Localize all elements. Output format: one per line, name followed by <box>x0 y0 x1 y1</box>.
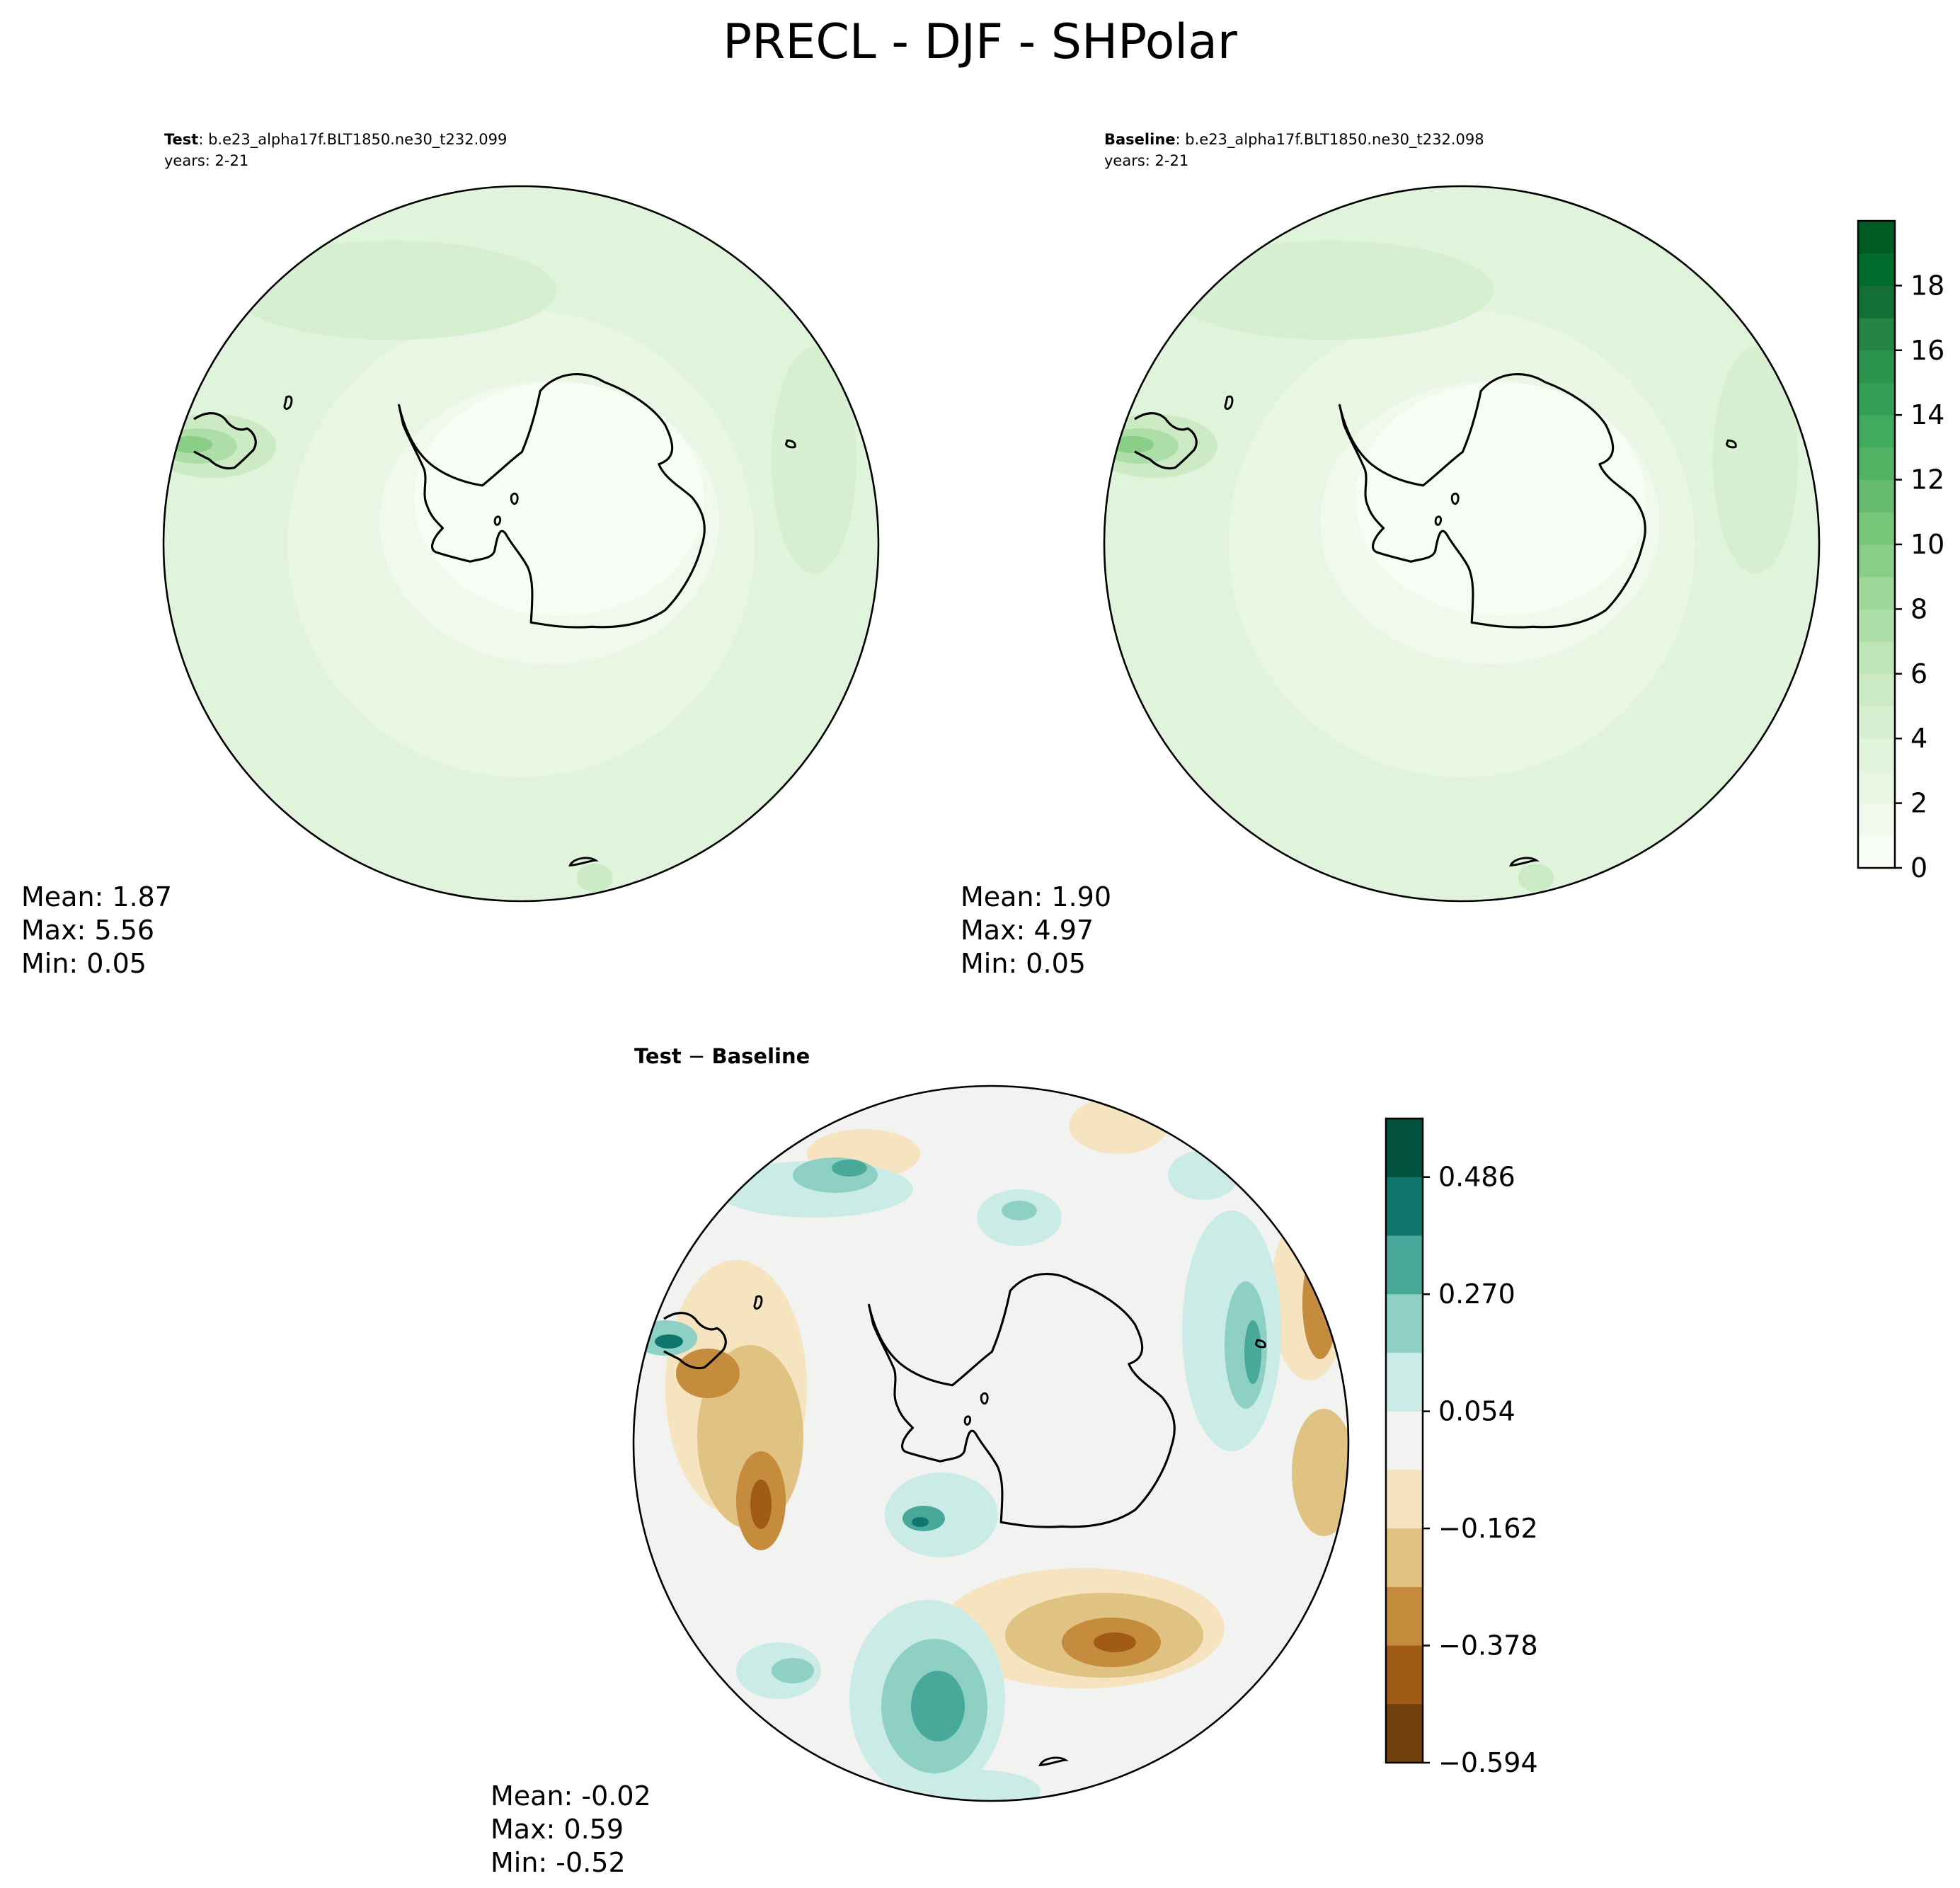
colorbar-abs-tick-label: 6 <box>1910 658 1927 690</box>
diff-min: Min: -0.52 <box>491 1847 626 1878</box>
colorbar-diff-level <box>1386 1294 1423 1354</box>
colorbar-diff-tick-label: −0.594 <box>1438 1747 1538 1778</box>
baseline-title: Baseline: b.e23_alpha17f.BLT1850.ne30_t2… <box>1104 131 1484 149</box>
colorbar-abs-tick-label: 18 <box>1910 270 1944 301</box>
colorbar-diff-level <box>1386 1704 1423 1763</box>
baseline-title-rest: : b.e23_alpha17f.BLT1850.ne30_t232.098 <box>1176 131 1484 149</box>
figure-title: PRECL - DJF - SHPolar <box>723 14 1237 70</box>
baseline-years: years: 2-21 <box>1104 152 1188 169</box>
colorbar-diff-level <box>1386 1352 1423 1412</box>
colorbar-diff-level <box>1386 1119 1423 1178</box>
colorbar-abs-level <box>1858 738 1895 772</box>
colorbar-abs-level <box>1858 253 1895 286</box>
colorbar-abs-level <box>1858 706 1895 739</box>
colorbar-abs-level <box>1858 479 1895 513</box>
baseline-max: Max: 4.97 <box>961 915 1094 946</box>
colorbar-abs-level <box>1858 835 1895 869</box>
colorbar-abs-tick-label: 2 <box>1910 788 1927 819</box>
colorbar-diff-level <box>1386 1470 1423 1529</box>
baseline-title-bold: Baseline <box>1104 131 1176 148</box>
colorbar-diff-level <box>1386 1586 1423 1647</box>
test-max: Max: 5.56 <box>21 915 154 946</box>
diff-mean: Mean: -0.02 <box>491 1780 651 1812</box>
colorbar-abs-level <box>1858 803 1895 836</box>
colorbar-abs-tick-label: 16 <box>1910 335 1944 366</box>
colorbar-abs-level <box>1858 285 1895 319</box>
colorbar-diff-tick-label: 0.270 <box>1438 1278 1515 1310</box>
colorbar-abs-tick-label: 4 <box>1910 723 1927 754</box>
colorbar-abs-level <box>1858 512 1895 545</box>
colorbar-diff-tick-label: 0.486 <box>1438 1162 1515 1193</box>
colorbar-abs-level <box>1858 350 1895 383</box>
colorbar-diff-level <box>1386 1528 1423 1588</box>
colorbar-diff-tick-label: 0.054 <box>1438 1396 1515 1427</box>
baseline-stats: Mean: 1.90 Max: 4.97 Min: 0.05 <box>961 881 1111 979</box>
colorbar-abs-tick-label: 10 <box>1910 529 1944 560</box>
colorbar-diff-level <box>1386 1645 1423 1705</box>
colorbar-abs-tick-label: 8 <box>1910 593 1927 624</box>
test-title: Test: b.e23_alpha17f.BLT1850.ne30_t232.0… <box>164 131 507 149</box>
diff-title-sep: − <box>682 1044 712 1068</box>
colorbar-diff-level <box>1386 1235 1423 1295</box>
colorbar-difference: 0.486 0.270 0.054 −0.162 −0.378 −0.594 <box>1385 1117 1538 1778</box>
diff-map <box>632 1085 1350 1802</box>
test-stats: Mean: 1.87 Max: 5.56 Min: 0.05 <box>21 881 172 979</box>
colorbar-diff-tick-label: −0.162 <box>1438 1513 1538 1544</box>
colorbar-diff-level <box>1386 1411 1423 1470</box>
diff-title-right: Baseline <box>711 1044 810 1068</box>
colorbar-absolute: 0 2 4 6 8 10 12 14 16 18 <box>1857 219 1944 883</box>
colorbar-diff-level <box>1386 1177 1423 1236</box>
colorbar-diff-tick-label: −0.378 <box>1438 1630 1538 1661</box>
colorbar-abs-level <box>1858 544 1895 578</box>
colorbar-abs-level <box>1858 221 1895 254</box>
colorbar-abs-level <box>1858 318 1895 351</box>
colorbar-abs-tick-label: 0 <box>1910 852 1927 883</box>
colorbar-abs-level <box>1858 770 1895 804</box>
diff-title-left: Test <box>634 1044 682 1068</box>
diff-stats: Mean: -0.02 Max: 0.59 Min: -0.52 <box>491 1780 651 1878</box>
test-title-bold: Test <box>164 131 198 148</box>
colorbar-abs-level <box>1858 609 1895 642</box>
test-map <box>162 185 880 903</box>
colorbar-abs-tick-label: 12 <box>1910 464 1944 496</box>
colorbar-abs-level <box>1858 576 1895 610</box>
colorbar-diff-frame <box>1385 1117 1424 1764</box>
diff-max: Max: 0.59 <box>491 1814 624 1845</box>
diff-title: Test − Baseline <box>634 1044 810 1068</box>
baseline-mean: Mean: 1.90 <box>961 881 1111 912</box>
colorbar-abs-level <box>1858 382 1895 416</box>
test-title-rest: : b.e23_alpha17f.BLT1850.ne30_t232.099 <box>198 131 507 149</box>
colorbar-abs-level <box>1858 641 1895 675</box>
baseline-map <box>1103 185 1821 903</box>
colorbar-abs-level <box>1858 415 1895 448</box>
colorbar-abs-level <box>1858 673 1895 706</box>
test-min: Min: 0.05 <box>21 948 147 979</box>
colorbar-abs-level <box>1858 447 1895 481</box>
test-years: years: 2-21 <box>164 152 248 169</box>
colorbar-abs-tick-label: 14 <box>1910 399 1944 430</box>
baseline-min: Min: 0.05 <box>961 948 1086 979</box>
test-mean: Mean: 1.87 <box>21 881 172 912</box>
